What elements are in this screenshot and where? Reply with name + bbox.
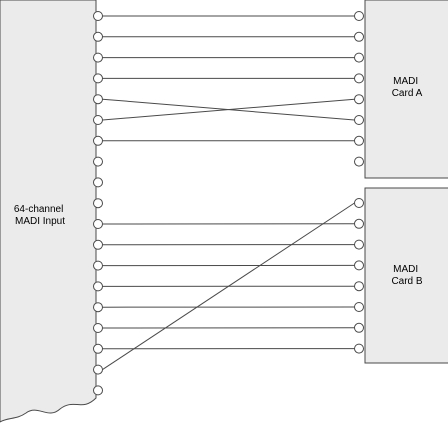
port-card-a-5 — [354, 94, 364, 105]
port-input-19 — [93, 385, 103, 396]
port-card-a-8 — [354, 156, 364, 167]
madi-input-label: 64-channel MADI Input — [14, 204, 66, 227]
port-card-a-7 — [354, 135, 364, 146]
port-input-4 — [93, 73, 103, 84]
port-input-7 — [93, 135, 103, 146]
port-input-1 — [93, 11, 103, 21]
port-input-15 — [93, 302, 103, 313]
port-card-a-3 — [354, 52, 364, 63]
port-card-b-3 — [354, 239, 364, 250]
port-input-9 — [93, 177, 103, 188]
wire-input-6-to-card-a-5 — [102, 98, 355, 121]
port-card-b-5 — [354, 281, 364, 292]
port-card-b-8 — [354, 343, 364, 354]
wire-input-18-to-card-b-1 — [102, 202, 355, 371]
port-card-b-6 — [354, 302, 364, 312]
madi-input-block — [0, 0, 97, 423]
port-card-a-4 — [354, 73, 364, 84]
port-card-b-7 — [354, 322, 364, 333]
port-card-b-4 — [354, 260, 364, 271]
madi-card-b-block — [364, 187, 448, 364]
port-input-6 — [93, 115, 103, 125]
madi-card-b-label: MADI Card B — [391, 264, 422, 287]
port-input-16 — [93, 323, 103, 333]
port-input-3 — [93, 52, 103, 63]
port-group — [93, 11, 364, 396]
port-input-11 — [93, 219, 103, 229]
port-input-2 — [93, 31, 103, 42]
port-input-12 — [93, 239, 103, 250]
port-input-13 — [93, 260, 103, 271]
port-input-8 — [93, 156, 103, 167]
port-input-5 — [93, 94, 103, 105]
port-card-b-2 — [354, 218, 364, 229]
port-input-14 — [93, 281, 103, 292]
port-input-17 — [93, 343, 103, 354]
madi-card-a-label: MADI Card A — [392, 76, 423, 99]
port-input-10 — [93, 198, 103, 209]
port-input-18 — [93, 364, 103, 375]
port-card-b-1 — [354, 198, 364, 208]
port-card-a-2 — [354, 31, 364, 42]
port-card-a-6 — [354, 115, 364, 125]
connection-wires — [102, 15, 355, 371]
madi-card-a-block — [364, 0, 448, 179]
port-card-a-1 — [354, 11, 364, 21]
